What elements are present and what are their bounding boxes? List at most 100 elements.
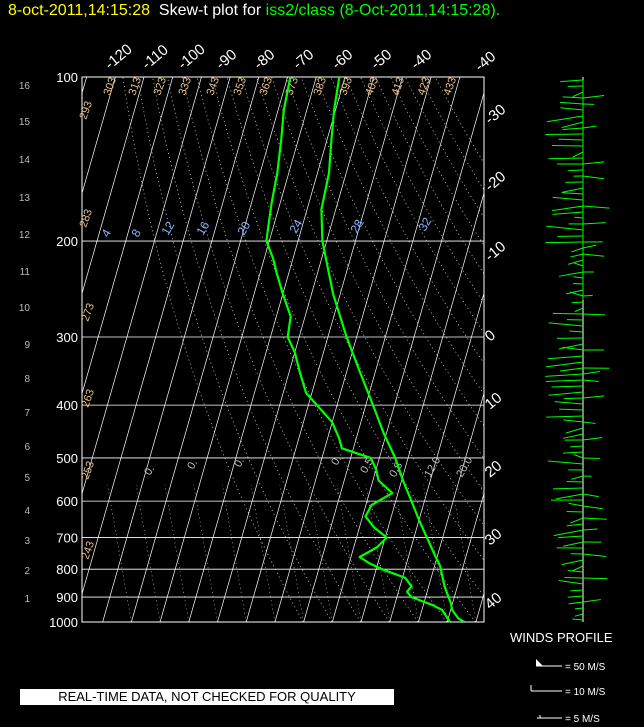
altitude-tick-label: 16: [19, 81, 31, 92]
wind-barb: [566, 523, 584, 527]
top-temperature-label: -50: [368, 46, 396, 73]
dry-adiabat-line: [434, 77, 484, 164]
pressure-tick-label: 200: [56, 234, 78, 249]
wind-legend-50-label: = 50 M/S: [565, 662, 606, 673]
mixing-ratio-line: [423, 484, 448, 622]
wind-barb: [570, 253, 584, 258]
wind-barb: [562, 346, 584, 351]
wind-barb: [560, 79, 584, 83]
title-datetime: 8-oct-2011,14:15:28: [8, 2, 151, 19]
isotherm-line: [82, 77, 145, 295]
dry-adiabat-line: [345, 77, 484, 334]
wind-barb: [547, 355, 584, 360]
dry-adiabat-line: [211, 77, 476, 622]
isotherm-line: [446, 492, 484, 622]
top-temperature-label: -40: [472, 48, 500, 75]
wind-barb: [563, 419, 584, 423]
theta-label: 423: [416, 76, 434, 97]
wind-barb: [546, 115, 584, 123]
pressure-tick-label: 500: [56, 451, 78, 466]
theta-label: 393: [338, 76, 356, 97]
winds-profile-title: WINDS PROFILE: [510, 630, 613, 645]
mixing-ratio-line: [336, 484, 362, 622]
right-temperature-label: -20: [482, 168, 510, 195]
pressure-tick-label: 800: [56, 562, 78, 577]
wind-barb: [582, 505, 603, 510]
theta-label: 363: [258, 76, 276, 97]
mixing-ratio-label: 4: [98, 226, 114, 239]
isotherm-line: [217, 77, 375, 622]
title-plot-label: Skew-t plot for: [158, 2, 262, 19]
theta-label: 433: [442, 76, 460, 97]
wind-barb: [582, 528, 598, 531]
wind-barb: [548, 157, 584, 160]
theta-label: 353: [232, 76, 250, 97]
wind-legend-5-label: = 5 M/S: [565, 714, 600, 725]
isotherm-line: [102, 77, 260, 622]
wind-barb: [547, 460, 584, 465]
wind-barb: [574, 613, 584, 617]
wind-barb: [568, 169, 584, 172]
theta-label: 273: [80, 302, 98, 323]
lower-scale-label: 0.: [185, 458, 200, 472]
mixing-ratio-line: [394, 484, 419, 622]
wind-barb: [548, 322, 584, 327]
altitude-tick-label: 3: [24, 536, 30, 547]
mixing-ratio-label: 12: [158, 219, 177, 238]
wind-barb: [545, 379, 584, 383]
wind-barb: [567, 259, 584, 265]
mixing-ratio-lines: [107, 484, 484, 622]
plot-frame: [81, 76, 485, 623]
wind-barb: [572, 618, 584, 621]
dry-adiabat-line: [256, 77, 484, 527]
wind-barb: [582, 577, 608, 580]
mixing-ratio-line: [250, 484, 276, 622]
wind-barb: [553, 529, 584, 537]
sounding-profiles: [265, 77, 465, 622]
isotherm-line: [82, 77, 116, 195]
wind-barb: [560, 107, 584, 111]
altitude-tick-label: 14: [19, 155, 31, 166]
altitude-tick-label: 5: [24, 473, 30, 484]
wind-barb: [561, 187, 584, 193]
mixing-ratio-label: 8: [128, 226, 144, 239]
wind-barb: [558, 535, 584, 539]
isotherm-line: [418, 392, 484, 622]
wind-barb: [582, 253, 605, 257]
altitude-tick-label: 8: [24, 374, 30, 385]
right-temperature-label: 10: [482, 389, 506, 413]
theta-label: 343: [205, 76, 223, 97]
winds-profile: WINDS PROFILE = 50 M/S = 10 M/S = 5 M/S: [510, 77, 613, 725]
mixing-ratio-line: [308, 484, 333, 622]
wind-barb: [561, 559, 584, 566]
wind-barb: [569, 291, 584, 297]
altitude-tick-label: 12: [19, 230, 31, 241]
wind-barb: [563, 433, 584, 439]
wind-barb: [582, 370, 600, 375]
pressure-tick-label: 600: [56, 494, 78, 509]
lower-scale-label: 20.0: [454, 455, 475, 480]
wind-barb: [567, 569, 584, 573]
wind-barb: [566, 480, 584, 483]
wind-barb: [574, 216, 584, 219]
dry-adiabat-line: [404, 77, 484, 219]
wind-barb: [562, 127, 584, 131]
dry-adiabat-line: [196, 77, 448, 622]
isobar-lines: [81, 76, 485, 623]
theta-label: 283: [78, 208, 96, 229]
wind-barb: [574, 607, 584, 610]
wind-barb: [582, 395, 605, 399]
wind-barb: [558, 138, 584, 141]
wind-barb: [568, 601, 584, 605]
mixing-ratio-label: 28: [347, 217, 366, 236]
pressure-tick-label: 700: [56, 531, 78, 546]
isotherm-line: [82, 77, 174, 395]
mixing-ratio-line: [193, 484, 218, 622]
pressure-tick-label: 400: [56, 398, 78, 413]
wind-barb: [582, 125, 597, 129]
isotherm-line: [505, 77, 644, 622]
top-temperature-label: -40: [408, 46, 436, 73]
mixing-ratio-line: [451, 484, 477, 622]
wind-barb: [573, 276, 584, 279]
